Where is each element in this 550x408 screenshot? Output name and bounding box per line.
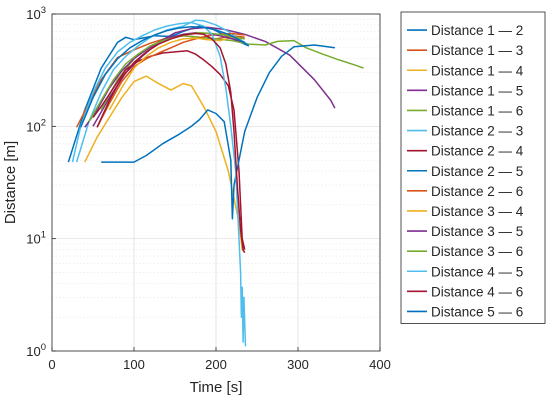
x-tick-label: 300 — [287, 357, 309, 372]
x-tick-label: 400 — [369, 357, 391, 372]
series-line-12 — [88, 32, 245, 123]
legend-label-15: Distance 5 — 6 — [431, 304, 523, 319]
legend-label-6: Distance 2 — 3 — [431, 124, 523, 139]
legend-label-12: Distance 3 — 6 — [431, 244, 523, 259]
x-axis-label: Time [s] — [190, 379, 243, 396]
series-line-6 — [75, 19, 250, 163]
x-tick-label: 100 — [123, 357, 145, 372]
legend-label-11: Distance 3 — 5 — [431, 224, 523, 239]
series-line-14 — [96, 32, 246, 254]
series-line-15 — [80, 26, 250, 128]
x-tick-label: 200 — [205, 357, 227, 372]
series-line-7 — [92, 50, 246, 250]
y-tick-label: 101 — [26, 230, 46, 247]
y-tick-label: 100 — [26, 342, 46, 359]
series-line-13 — [71, 21, 247, 347]
legend-label-13: Distance 4 — 5 — [431, 264, 523, 279]
legend-label-8: Distance 2 — 5 — [431, 164, 523, 179]
legend-label-3: Distance 1 — 4 — [431, 63, 524, 78]
y-tick-label: 103 — [26, 5, 46, 22]
series-line-11 — [84, 32, 245, 128]
x-tick-label: 0 — [48, 357, 55, 372]
legend-label-1: Distance 1 — 2 — [431, 23, 523, 38]
series-line-10 — [108, 36, 245, 111]
series-line-2 — [75, 35, 245, 128]
series-line-4 — [92, 26, 336, 127]
series-line-8 — [101, 44, 336, 220]
y-tick-label: 102 — [26, 117, 46, 134]
legend-label-14: Distance 4 — 6 — [431, 284, 523, 299]
legend-label-2: Distance 1 — 3 — [431, 43, 523, 58]
legend-label-7: Distance 2 — 4 — [431, 144, 524, 159]
y-axis-label: Distance [m] — [2, 141, 19, 224]
legend-label-5: Distance 1 — 6 — [431, 103, 523, 118]
grid-layer — [51, 13, 381, 352]
legend: Distance 1 — 2 Distance 1 — 3 Distance 1 —… — [400, 11, 546, 324]
legend-label-9: Distance 2 — 6 — [431, 184, 523, 199]
series-layer — [67, 19, 364, 347]
legend-label-4: Distance 1 — 5 — [431, 83, 523, 98]
legend-label-10: Distance 3 — 4 — [431, 204, 524, 219]
